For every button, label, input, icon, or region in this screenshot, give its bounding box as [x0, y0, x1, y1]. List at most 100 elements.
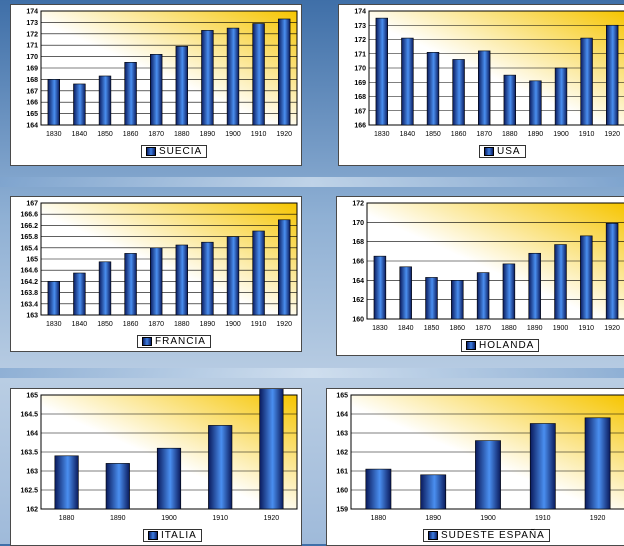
x-tick-label: 1890 — [528, 131, 544, 138]
bar-1870 — [476, 272, 490, 320]
x-tick-label: 1840 — [398, 325, 414, 332]
chart-panel-sudeste-espana: 159 160 161 162 163 164 165 1880 1890 1900 1910 192… — [326, 388, 624, 546]
y-tick-label: 167 — [26, 201, 38, 208]
y-tick-label: 165 — [26, 393, 38, 400]
bar-1910 — [580, 235, 593, 320]
x-tick-label: 1830 — [372, 325, 388, 332]
x-tick-label: 1900 — [553, 325, 569, 332]
chart-suecia: 164 165 166 167 168 169 170 171 172 173 174 1830 184… — [26, 9, 298, 138]
y-tick-label: 172 — [26, 31, 38, 38]
x-tick-label: 1870 — [475, 325, 491, 332]
x-tick-label: 1920 — [590, 515, 606, 522]
legend-sudeste-espana: SUDESTE ESPAÑA — [423, 529, 550, 542]
y-tick-label: 165 — [26, 111, 38, 118]
legend-swatch-icon — [466, 341, 476, 350]
y-tick-label: 167 — [26, 88, 38, 95]
x-tick-label: 1850 — [424, 325, 440, 332]
legend-holanda: HOLANDA — [461, 339, 540, 352]
chart-usa: 166 167 168 169 170 171 172 173 174 1830 1840 1850 1… — [354, 9, 624, 138]
bar-1890 — [105, 463, 130, 510]
x-tick-label: 1910 — [579, 131, 595, 138]
legend-label-sudeste-espana: SUDESTE ESPAÑA — [441, 530, 545, 541]
bar-1890 — [529, 80, 542, 126]
x-tick-label: 1840 — [72, 321, 88, 328]
bar-1880 — [502, 263, 516, 320]
y-tick-label: 164 — [352, 278, 364, 285]
x-tick-label: 1910 — [535, 515, 551, 522]
bar-1910 — [580, 37, 593, 126]
bar-1860 — [124, 253, 137, 316]
y-tick-label: 169 — [354, 80, 366, 87]
x-tick-label: 1890 — [425, 515, 441, 522]
x-tick-label: 1920 — [276, 131, 292, 138]
x-tick-label: 1910 — [251, 321, 267, 328]
y-tick-label: 162 — [352, 297, 364, 304]
bar-1900 — [554, 67, 568, 126]
bar-1890 — [201, 30, 214, 126]
chart-panel-suecia: 164 165 166 167 168 169 170 171 172 173 174 1830 184… — [10, 4, 302, 166]
x-tick-label: 1860 — [123, 321, 139, 328]
bar-1920 — [584, 417, 611, 510]
bar-1830 — [373, 255, 387, 320]
x-tick-label: 1900 — [225, 131, 241, 138]
bar-1840 — [73, 272, 86, 316]
y-tick-label: 174 — [354, 9, 366, 16]
x-tick-label: 1870 — [148, 321, 164, 328]
x-tick-label: 1860 — [450, 325, 466, 332]
bar-1860 — [451, 280, 464, 320]
y-tick-label: 163 — [336, 431, 348, 438]
x-tick-label: 1920 — [604, 325, 620, 332]
x-tick-label: 1900 — [553, 131, 569, 138]
y-tick-label: 171 — [26, 43, 38, 50]
legend-swatch-icon — [146, 147, 156, 156]
y-tick-label: 161 — [336, 469, 348, 476]
bar-1920 — [606, 24, 619, 126]
x-tick-label: 1860 — [451, 131, 467, 138]
bar-1870 — [150, 54, 163, 126]
y-tick-label: 160 — [336, 488, 348, 495]
x-tick-label: 1890 — [200, 131, 216, 138]
chart-panel-italia: 162 162.5 163 163.5 164 164.5 165 1880 1890 1900 1… — [10, 388, 302, 546]
y-tick-label: 165.8 — [20, 234, 38, 241]
legend-italia: ITALIA — [143, 529, 202, 542]
legend-label-holanda: HOLANDA — [479, 340, 535, 351]
legend-swatch-icon — [142, 337, 152, 346]
x-tick-label: 1910 — [212, 515, 228, 522]
bar-1920 — [278, 18, 291, 126]
y-tick-label: 163.8 — [20, 290, 38, 297]
y-tick-label: 162 — [26, 507, 38, 514]
x-tick-label: 1830 — [374, 131, 390, 138]
bar-1880 — [175, 46, 188, 126]
x-tick-label: 1850 — [97, 131, 113, 138]
y-tick-label: 165 — [336, 393, 348, 400]
legend-suecia: SUECIA — [141, 145, 208, 158]
y-tick-label: 166 — [26, 100, 38, 107]
bar-1910 — [529, 423, 556, 510]
bar-1900 — [226, 236, 240, 316]
bar-1860 — [452, 59, 465, 126]
y-tick-label: 163.4 — [20, 301, 38, 308]
y-tick-label: 165 — [26, 257, 38, 264]
y-tick-label: 166 — [354, 123, 366, 130]
bar-1850 — [426, 52, 440, 126]
chart-francia: 163 163.4 163.8 164.2 164.6 165 165.4 165.8 166.… — [20, 201, 298, 328]
y-tick-label: 172 — [354, 37, 366, 44]
bar-1830 — [375, 17, 388, 126]
legend-label-francia: FRANCIA — [155, 336, 206, 347]
bar-1880 — [54, 455, 79, 510]
x-tick-label: 1920 — [604, 131, 620, 138]
bar-1890 — [201, 241, 214, 316]
bar-1830 — [47, 79, 60, 126]
y-tick-label: 170 — [354, 66, 366, 73]
y-tick-label: 169 — [26, 66, 38, 73]
x-tick-label: 1880 — [501, 325, 517, 332]
bar-1880 — [175, 244, 188, 316]
y-tick-label: 162.5 — [20, 488, 38, 495]
x-tick-label: 1850 — [425, 131, 441, 138]
x-tick-label: 1900 — [161, 515, 177, 522]
y-tick-label: 168 — [352, 239, 364, 246]
x-tick-label: 1830 — [46, 321, 62, 328]
bar-1860 — [124, 61, 137, 126]
x-tick-label: 1910 — [251, 131, 267, 138]
bar-1910 — [252, 230, 265, 316]
